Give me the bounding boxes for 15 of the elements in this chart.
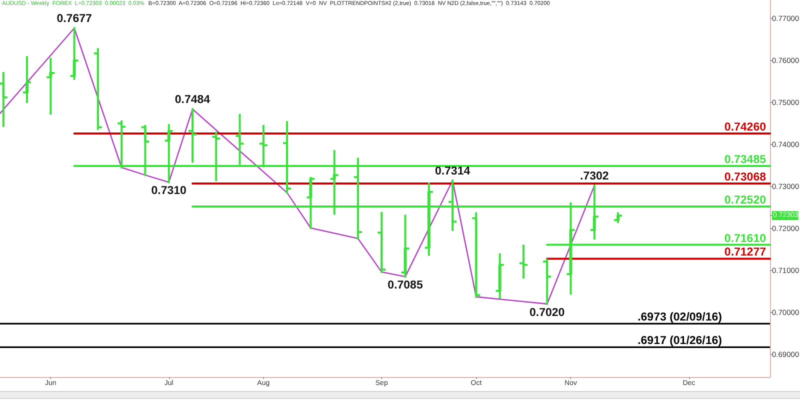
data-label: 0.73068: [724, 172, 767, 184]
annotation: 0.7677: [56, 13, 92, 26]
data-label: 0.71277: [724, 246, 766, 259]
annotation: 0.7085: [388, 280, 424, 292]
annotation: 0.7314: [434, 166, 471, 178]
data-label: 0.72520: [724, 194, 766, 207]
annotation: 0.7310: [151, 185, 186, 198]
data-label: 0.74260: [724, 122, 766, 134]
annotation: 0.7020: [530, 306, 565, 319]
ref-line-label: .6917 (01/26/16): [638, 335, 722, 348]
data-label: 0.73485: [724, 154, 767, 166]
annotation: 0.7484: [174, 94, 211, 106]
data-label: 0.71610: [724, 232, 766, 245]
ref-line-label: .6973 (02/09/16): [638, 312, 722, 324]
annotation: .7302: [580, 170, 609, 183]
